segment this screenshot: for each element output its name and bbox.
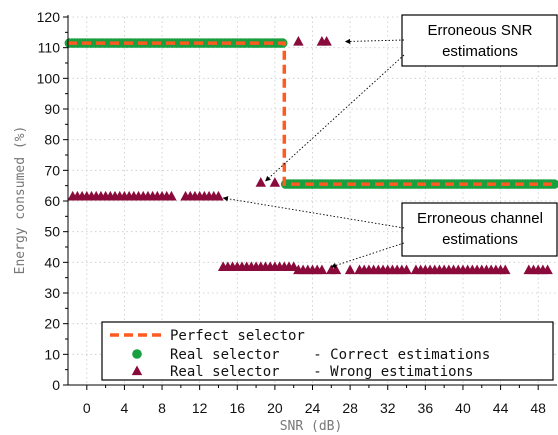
- y-axis-label: Energy consumed (%): [13, 126, 28, 275]
- y-tick-label: 50: [44, 224, 60, 240]
- legend-box: [101, 321, 554, 381]
- annotations: Erroneous SNR estimations Erroneous channe…: [222, 14, 558, 268]
- annotation-box: [401, 14, 558, 67]
- wrong-point: [500, 264, 511, 275]
- annotation-box: [401, 202, 558, 257]
- annotation-arrow: [265, 54, 405, 182]
- wrong-point: [213, 190, 224, 201]
- annotation-text: estimations: [442, 231, 518, 248]
- x-tick-label: 28: [342, 400, 358, 416]
- legend-label: Real selector - Wrong estimations: [170, 364, 473, 380]
- wrong-point: [344, 264, 356, 275]
- legend-marker-wrong: [131, 365, 143, 376]
- y-tick-label: 110: [38, 40, 61, 56]
- x-tick-label: 32: [380, 400, 396, 416]
- annotation-text: Erroneous SNR: [427, 22, 532, 39]
- wrong-point: [166, 190, 177, 201]
- wrong-point: [293, 36, 304, 46]
- x-tick-label: 36: [418, 400, 434, 416]
- y-tick-label: 90: [44, 101, 60, 117]
- x-axis-label: SNR (dB): [280, 419, 343, 434]
- y-tick-label: 70: [44, 162, 60, 178]
- wrong-point: [269, 177, 281, 187]
- wrong-point: [542, 264, 553, 275]
- wrong-point: [401, 264, 412, 275]
- wrong-point: [255, 177, 267, 187]
- annotation-arrow: [344, 38, 405, 45]
- y-tick-label: 20: [44, 316, 60, 332]
- y-tick-label: 30: [44, 285, 60, 301]
- y-tick-label: 100: [37, 70, 61, 86]
- y-tick-label: 10: [44, 346, 60, 362]
- y-tick-label: 120: [37, 9, 61, 25]
- y-tick-label: 60: [44, 193, 60, 209]
- legend: Perfect selector Real selector - Correct …: [101, 321, 554, 381]
- x-tick-label: 16: [229, 400, 245, 416]
- x-tick-label: 48: [530, 400, 546, 416]
- x-tick-label: 8: [158, 400, 166, 416]
- x-tick-label: 40: [455, 400, 471, 416]
- x-tick-label: 24: [305, 400, 321, 416]
- wrong-point: [321, 36, 332, 46]
- x-tick-label: 44: [493, 400, 509, 416]
- legend-marker-correct: [132, 349, 142, 359]
- wrong-point: [316, 264, 328, 275]
- wrong-point: [330, 264, 342, 275]
- y-tick-label: 0: [52, 377, 60, 393]
- correct-point: [549, 179, 558, 189]
- x-tick-label: 12: [192, 400, 208, 416]
- y-tick-label: 40: [44, 254, 60, 270]
- x-tick-label: 4: [121, 400, 129, 416]
- y-tick-label: 80: [44, 132, 60, 148]
- legend-label: Perfect selector: [170, 328, 305, 344]
- perfect-selector-line: [68, 41, 557, 186]
- annotation-text: estimations: [442, 43, 518, 60]
- x-tick-label: 0: [83, 400, 91, 416]
- legend-label: Real selector - Correct estimations: [170, 347, 490, 363]
- x-tick-label: 20: [267, 400, 283, 416]
- annotation-arrow: [330, 242, 405, 268]
- annotation-text: Erroneous channel: [417, 210, 543, 227]
- plot-area: [64, 36, 558, 275]
- annotation-arrow: [222, 196, 405, 229]
